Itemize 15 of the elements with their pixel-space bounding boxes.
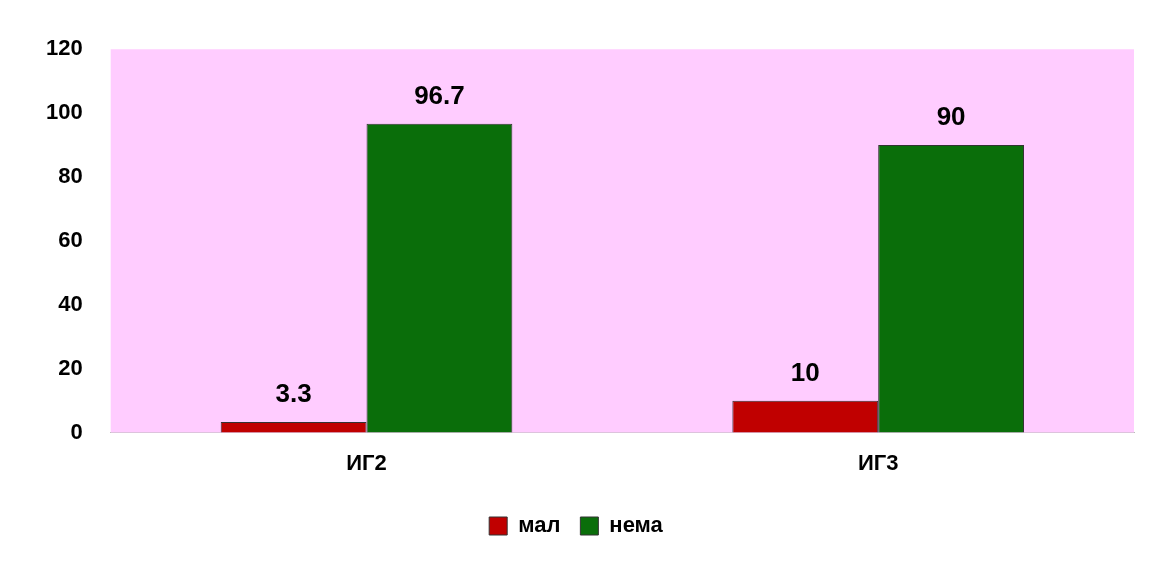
y-tick-label: 0 — [70, 418, 83, 444]
y-tick-label: 40 — [58, 290, 83, 316]
data-label: 90 — [936, 101, 966, 132]
y-tick-label: 80 — [58, 163, 83, 189]
data-label: 3.3 — [275, 378, 312, 409]
legend-label: нема — [609, 512, 664, 538]
x-tick-label: ИГ3 — [857, 449, 899, 475]
y-tick-label: 120 — [45, 35, 83, 61]
data-label: 96.7 — [414, 79, 465, 110]
x-tick-label: ИГ2 — [346, 449, 387, 475]
y-tick-label: 100 — [45, 99, 83, 125]
legend-label: мал — [518, 512, 561, 538]
data-label: 10 — [790, 356, 820, 387]
y-tick-label: 20 — [58, 354, 83, 380]
y-tick-label: 60 — [58, 226, 83, 252]
